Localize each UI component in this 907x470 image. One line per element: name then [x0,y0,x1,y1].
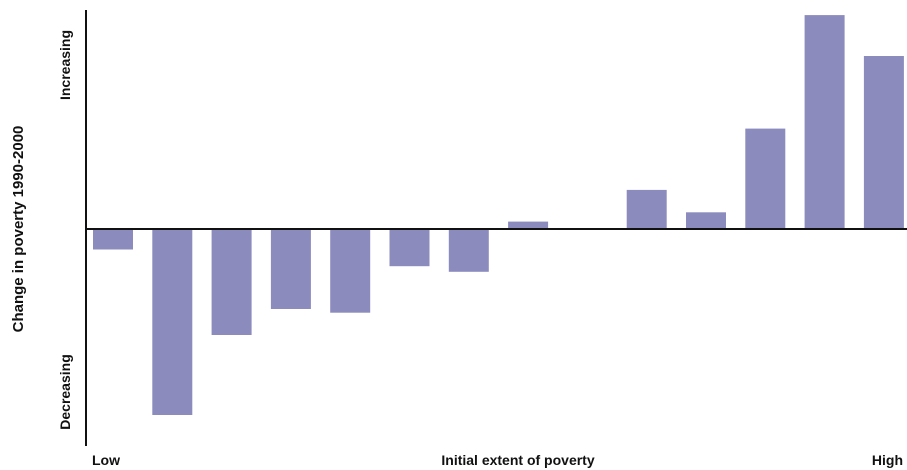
bar-1 [93,229,133,250]
y-axis-title: Change in poverty 1990-2000 [10,126,27,333]
bar-12 [745,128,786,229]
bar-6 [389,229,430,267]
bar-8 [508,221,549,229]
bar-14 [863,56,904,229]
x-low-label: Low [92,452,120,468]
y-bottom-label: Decreasing [57,354,73,429]
x-high-label: High [872,452,903,468]
bar-7 [448,229,489,272]
bar-4 [270,229,311,309]
bars-group [93,15,904,415]
bar-13 [804,15,845,229]
bar-3 [211,229,252,335]
bar-10 [626,189,667,229]
x-axis-title: Initial extent of poverty [441,452,594,468]
y-top-label: Increasing [57,30,73,100]
bar-11 [686,212,726,229]
bar-5 [330,229,371,313]
bar-2 [152,229,193,415]
